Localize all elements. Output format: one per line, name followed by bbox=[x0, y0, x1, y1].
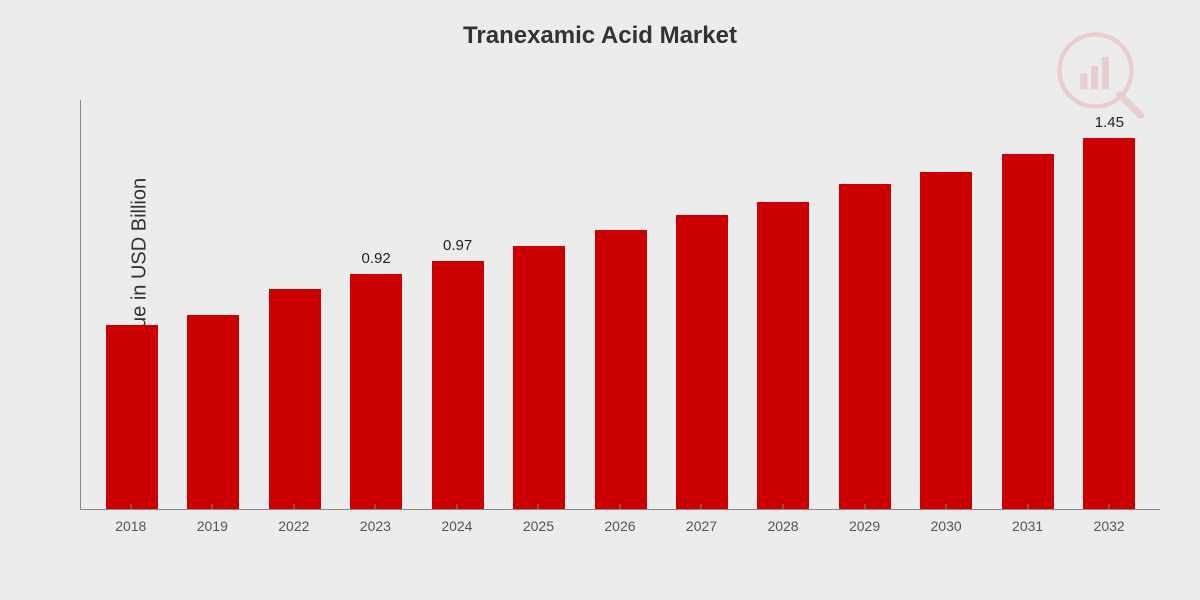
bar-wrap bbox=[580, 100, 661, 509]
x-tick-label: 2031 bbox=[987, 510, 1069, 540]
x-tick-label: 2019 bbox=[172, 510, 254, 540]
plot-region: 0.92 0.97 1.45 bbox=[80, 100, 1160, 510]
bar-wrap bbox=[661, 100, 742, 509]
bar bbox=[595, 230, 647, 509]
bar-wrap bbox=[824, 100, 905, 509]
bar bbox=[350, 274, 402, 509]
x-axis: 2018201920222023202420252026202720282029… bbox=[80, 510, 1160, 540]
bar bbox=[920, 172, 972, 509]
bar-wrap bbox=[91, 100, 172, 509]
bar-wrap: 1.45 bbox=[1069, 100, 1150, 509]
bar-wrap bbox=[172, 100, 253, 509]
x-tick-label: 2022 bbox=[253, 510, 335, 540]
x-tick-label: 2025 bbox=[498, 510, 580, 540]
bar-wrap bbox=[498, 100, 579, 509]
bar bbox=[757, 202, 809, 509]
bar bbox=[1083, 138, 1135, 509]
bar-value-label: 0.92 bbox=[362, 250, 391, 268]
x-tick-label: 2024 bbox=[416, 510, 498, 540]
bar-wrap bbox=[254, 100, 335, 509]
x-tick-label: 2028 bbox=[742, 510, 824, 540]
bar-wrap: 0.92 bbox=[335, 100, 416, 509]
x-tick-label: 2027 bbox=[661, 510, 743, 540]
bar-wrap bbox=[987, 100, 1068, 509]
bar bbox=[106, 325, 158, 509]
bar-wrap bbox=[743, 100, 824, 509]
bar-value-label: 1.45 bbox=[1095, 114, 1124, 132]
bar-wrap: 0.97 bbox=[417, 100, 498, 509]
chart-area: 0.920.971.45 201820192022202320242025202… bbox=[80, 100, 1160, 540]
bar bbox=[839, 184, 891, 509]
bar-wrap bbox=[906, 100, 987, 509]
bar bbox=[432, 261, 484, 509]
x-tick-label: 2030 bbox=[905, 510, 987, 540]
x-tick-label: 2018 bbox=[90, 510, 172, 540]
x-tick-label: 2032 bbox=[1068, 510, 1150, 540]
x-tick-label: 2029 bbox=[824, 510, 906, 540]
chart-title: Tranexamic Acid Market bbox=[0, 22, 1200, 50]
bar bbox=[269, 289, 321, 509]
bar bbox=[1002, 154, 1054, 509]
bar bbox=[513, 246, 565, 509]
bar-value-label: 0.97 bbox=[443, 237, 472, 255]
x-tick-label: 2023 bbox=[335, 510, 417, 540]
bar bbox=[676, 215, 728, 509]
bar bbox=[187, 315, 239, 509]
x-tick-label: 2026 bbox=[579, 510, 661, 540]
bars-container: 0.92 0.97 1.45 bbox=[81, 100, 1160, 509]
